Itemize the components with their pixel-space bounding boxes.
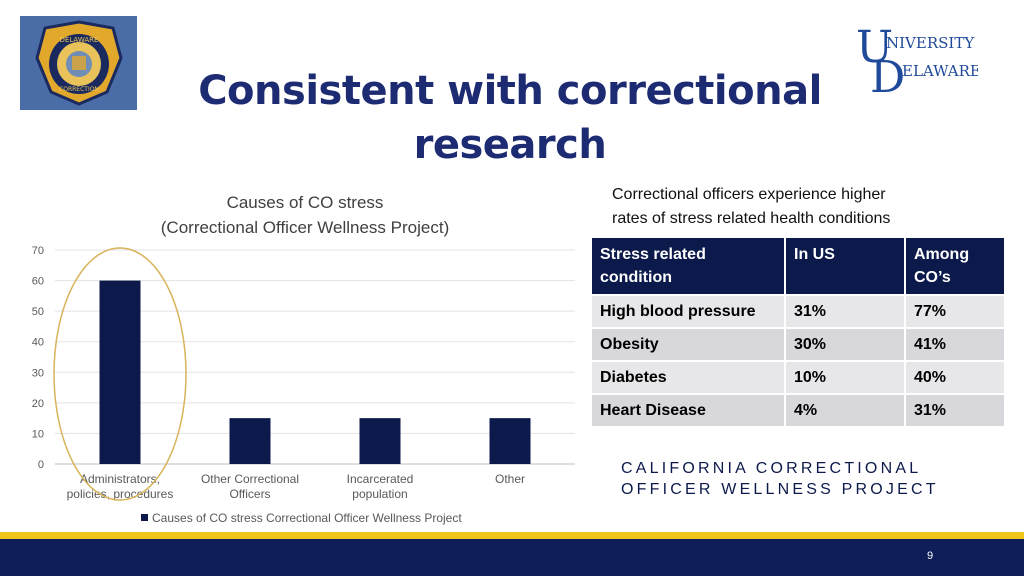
highlight-ellipse [53,247,187,501]
svg-text:U: U [856,22,893,73]
y-tick-label: 70 [32,245,44,257]
x-tick-label: Officers [229,487,270,501]
svg-text:D: D [870,52,905,96]
y-tick-label: 60 [32,276,44,288]
cell-condition: Diabetes [590,360,786,395]
slide-title: Consistent with correctional research [150,64,870,172]
y-tick-label: 40 [32,337,44,349]
logo-line-2: ELAWARE. [902,62,978,80]
project-label: CALIFORNIA CORRECTIONAL OFFICER WELLNESS… [621,460,939,498]
cell-in-us: 4% [784,393,906,428]
cell-in-us: 10% [784,360,906,395]
health-conditions-table: Stress related condition In US Among CO’… [590,236,1006,428]
footer-navy-bar [0,539,1024,576]
slide-title-line-2: research [413,122,607,168]
y-tick-label: 20 [32,398,44,410]
page-number: 9 [926,550,934,562]
legend-label: Causes of CO stress Correctional Officer… [152,511,462,525]
y-tick-label: 10 [32,428,44,440]
x-tick-label: population [352,487,407,501]
cell-in-us: 30% [784,327,906,362]
x-tick-label: Other Correctional [201,472,299,486]
badge-top-text: DELAWARE [59,36,98,44]
bar [229,418,271,464]
x-tick-label: Incarcerated [347,472,414,486]
delaware-correction-badge: DELAWARE CORRECTION [20,16,137,110]
chart-title: Causes of CO stress (Correctional Office… [110,190,500,240]
x-tick-label: Other [495,472,525,486]
bar [99,280,141,464]
x-tick-label: Administrators, [80,472,160,486]
bar [359,418,401,464]
cell-condition: High blood pressure [590,294,786,329]
cell-among-cos: 77% [904,294,1006,329]
bar [489,418,531,464]
cell-condition: Heart Disease [590,393,786,428]
cell-among-cos: 40% [904,360,1006,395]
table-row: High blood pressure 31% 77% [590,294,1006,329]
cell-among-cos: 31% [904,393,1006,428]
table-row: Obesity 30% 41% [590,327,1006,362]
chart-title-line-1: Causes of CO stress [226,193,384,212]
table-row: Heart Disease 4% 31% [590,393,1006,428]
chart-title-line-2: (Correctional Officer Wellness Project) [160,218,450,237]
cell-among-cos: 41% [904,327,1006,362]
x-tick-label: policies, procedures [67,487,174,501]
logo-line-1: NIVERSITY OF [886,34,978,52]
table-caption: Correctional officers experience higher … [612,183,1012,231]
header-condition: Stress related condition [590,236,786,296]
y-tick-label: 30 [32,367,44,379]
table-row: Diabetes 10% 40% [590,360,1006,395]
header-in-us: In US [784,236,906,296]
legend-swatch [141,514,148,521]
badge-emblem-icon: DELAWARE CORRECTION [34,20,123,106]
table-caption-line-2: rates of stress related health condition… [612,210,891,227]
cell-condition: Obesity [590,327,786,362]
header-among-cos: Among CO’s [904,236,1006,296]
table-caption-line-1: Correctional officers experience higher [612,186,886,203]
y-tick-label: 50 [32,306,44,318]
slide-title-line-1: Consistent with correctional [198,68,822,114]
table-header-row: Stress related condition In US Among CO’… [590,236,1006,296]
university-of-delaware-logo: U D NIVERSITY OF ELAWARE. [856,22,1002,103]
y-tick-label: 0 [38,459,44,471]
footer-gold-stripe [0,532,1024,539]
badge-bottom-text: CORRECTION [59,86,99,93]
cell-in-us: 31% [784,294,906,329]
